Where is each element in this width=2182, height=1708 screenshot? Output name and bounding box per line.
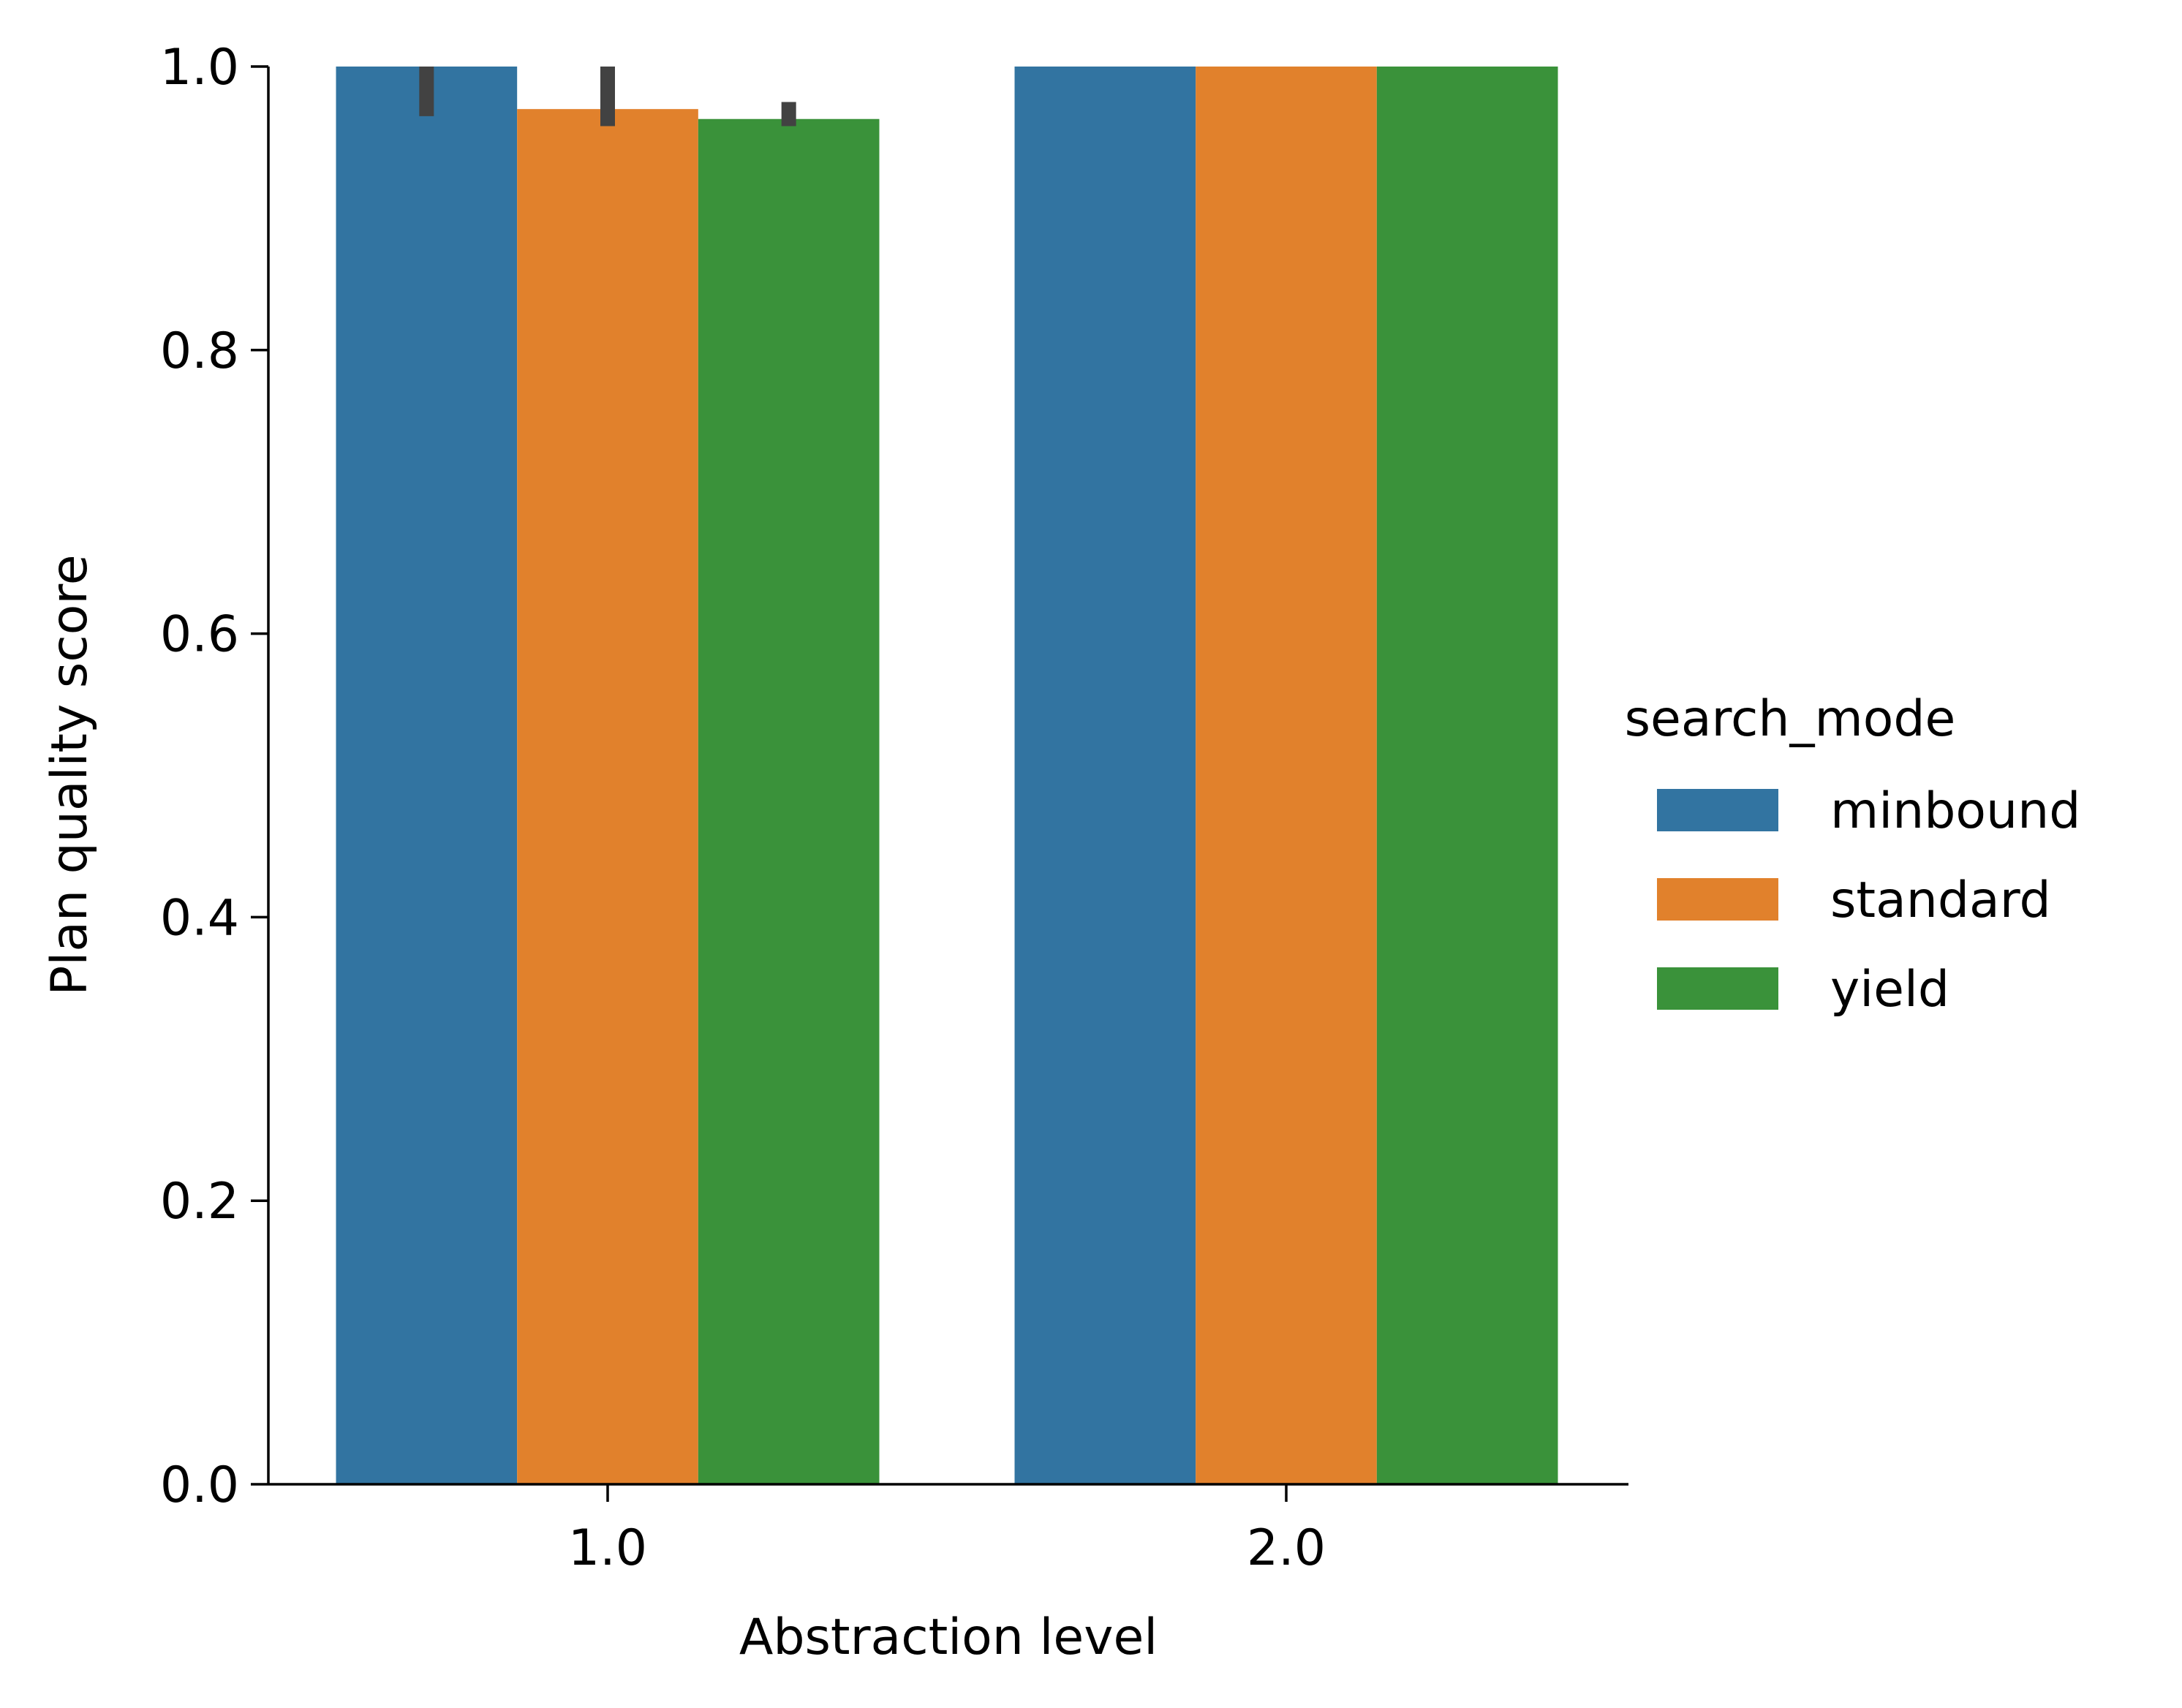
legend-label-minbound: minbound <box>1830 782 2080 840</box>
legend-label-yield: yield <box>1830 961 1949 1019</box>
x-tick-label: 2.0 <box>1247 1519 1326 1577</box>
y-tick-label: 0.6 <box>160 606 239 664</box>
y-ticks-group: 0.0 0.2 0.4 0.6 0.8 1.0 <box>160 39 268 1514</box>
bar-yield-1.0 <box>698 118 880 1484</box>
y-tick-label: 0.8 <box>160 322 239 380</box>
bar-yield-2.0 <box>1376 67 1558 1484</box>
legend-title: search_mode <box>1625 690 1956 748</box>
x-axis-label: Abstraction level <box>739 1609 1158 1666</box>
x-ticks-group: 1.0 2.0 <box>568 1484 1326 1577</box>
legend-items: minbound standard yield <box>1657 782 2080 1019</box>
bar-standard-1.0 <box>517 109 698 1484</box>
x-tick-label: 1.0 <box>568 1519 647 1577</box>
legend-swatch-standard <box>1657 878 1778 921</box>
y-tick-label: 0.2 <box>160 1173 239 1231</box>
error-bars-group <box>419 67 796 126</box>
bar-standard-2.0 <box>1196 67 1377 1484</box>
legend-swatch-yield <box>1657 967 1778 1010</box>
y-tick-label: 1.0 <box>160 39 239 97</box>
bars-group <box>336 67 1558 1484</box>
bar-minbound-1.0 <box>336 67 518 1484</box>
legend-swatch-minbound <box>1657 789 1778 831</box>
legend: search_mode minbound standard yield <box>1625 690 2081 1019</box>
y-axis-label: Plan quality score <box>41 554 99 995</box>
legend-label-standard: standard <box>1830 872 2051 929</box>
y-tick-label: 0.4 <box>160 889 239 947</box>
y-tick-label: 0.0 <box>160 1456 239 1514</box>
bar-minbound-2.0 <box>1014 67 1196 1484</box>
